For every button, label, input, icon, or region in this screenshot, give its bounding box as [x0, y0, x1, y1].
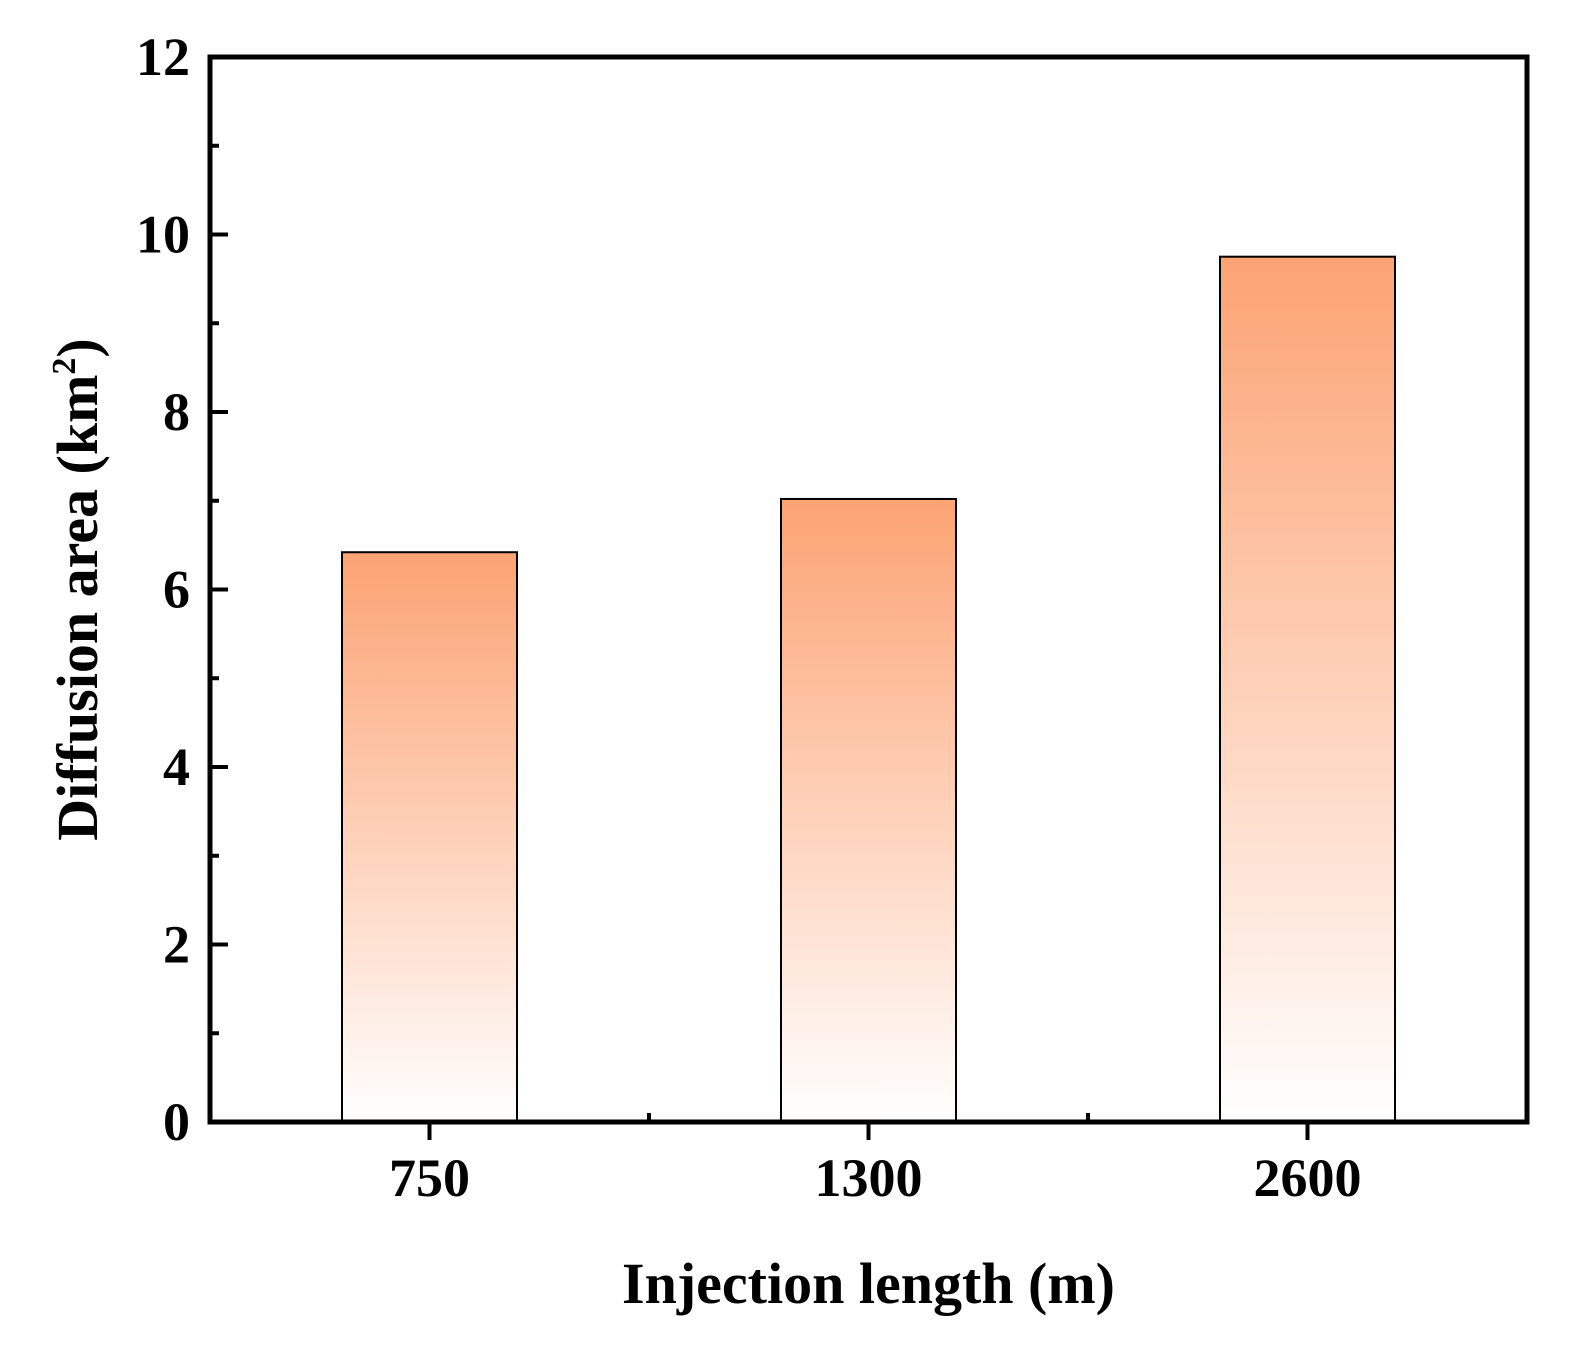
bar-1300	[780, 497, 957, 1124]
x-axis-ticks: 750 1300 2600	[389, 1113, 1362, 1208]
y-axis-title-prefix: Diffusion area (km	[45, 375, 110, 841]
y-tick-label: 12	[136, 27, 190, 87]
y-axis-title: Diffusion area (km2)	[45, 338, 110, 840]
y-tick-label: 0	[163, 1092, 190, 1152]
y-axis-ticks: 0 2 4 6 8 10 12	[136, 27, 228, 1152]
x-axis-title: Injection length (m)	[622, 1251, 1115, 1316]
x-tick-label: 2600	[1254, 1148, 1362, 1208]
y-tick-label: 10	[136, 205, 190, 265]
y-tick-label: 2	[163, 915, 190, 975]
y-axis-title-superscript: 2	[46, 358, 83, 375]
x-tick-label: 750	[389, 1148, 470, 1208]
bars-group	[341, 255, 1396, 1124]
bar-2600	[1219, 255, 1396, 1123]
bar-750	[341, 551, 518, 1123]
y-tick-label: 8	[163, 382, 190, 442]
x-tick-label: 1300	[815, 1148, 923, 1208]
y-tick-label: 4	[163, 737, 190, 797]
y-axis-title-suffix: )	[45, 338, 110, 357]
y-tick-label: 6	[163, 560, 190, 620]
